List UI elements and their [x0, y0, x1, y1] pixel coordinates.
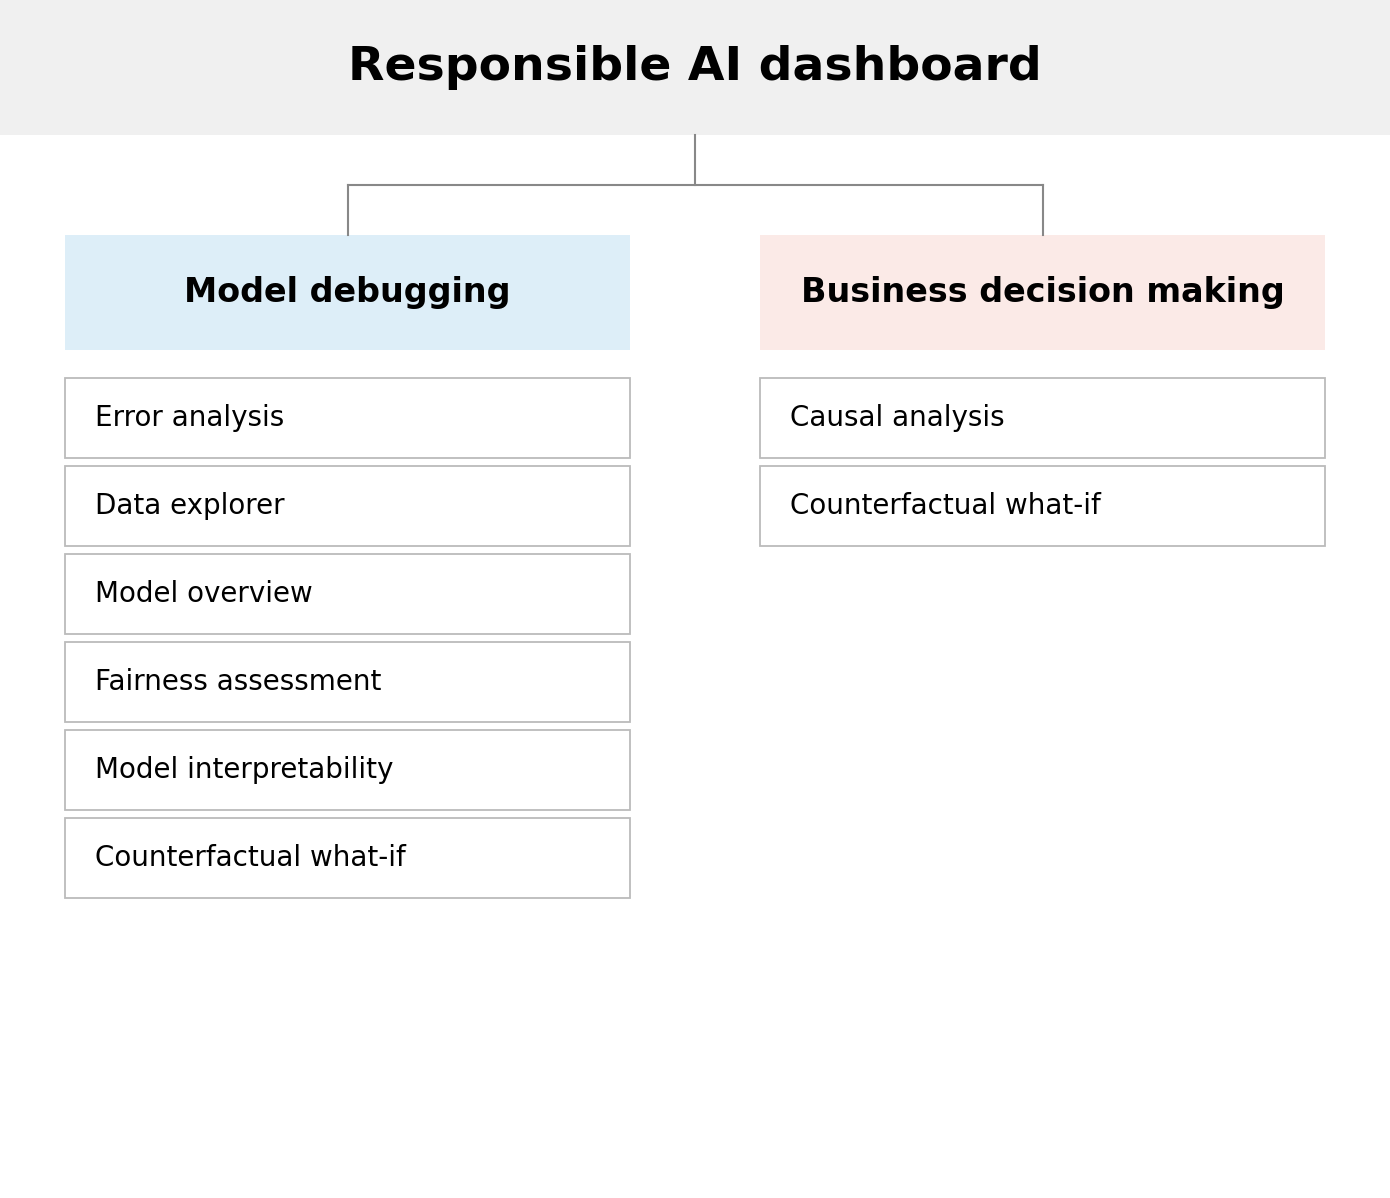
Bar	[65, 466, 630, 546]
Text: Error analysis: Error analysis	[95, 404, 284, 432]
Bar	[65, 730, 630, 810]
Bar	[65, 642, 630, 722]
Bar	[0, 0, 1390, 135]
Text: Data explorer: Data explorer	[95, 492, 285, 520]
Text: Causal analysis: Causal analysis	[790, 404, 1005, 432]
Bar	[65, 553, 630, 634]
Text: Model overview: Model overview	[95, 580, 313, 609]
Bar	[760, 235, 1325, 350]
Bar	[760, 466, 1325, 546]
Text: Fairness assessment: Fairness assessment	[95, 668, 381, 696]
Text: Model interpretability: Model interpretability	[95, 756, 393, 783]
Text: Responsible AI dashboard: Responsible AI dashboard	[348, 46, 1042, 90]
Text: Model debugging: Model debugging	[185, 276, 510, 309]
Bar	[65, 379, 630, 458]
Bar	[65, 818, 630, 898]
Bar	[65, 235, 630, 350]
Text: Counterfactual what-if: Counterfactual what-if	[95, 845, 406, 872]
Text: Business decision making: Business decision making	[801, 276, 1284, 309]
Bar	[760, 379, 1325, 458]
Text: Counterfactual what-if: Counterfactual what-if	[790, 492, 1101, 520]
